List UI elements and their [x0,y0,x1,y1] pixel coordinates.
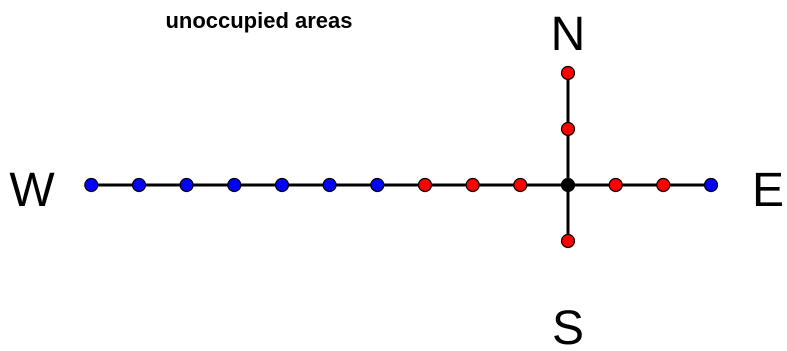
center-junction-node [560,177,576,193]
east-occupied-node [656,177,671,193]
west-occupied-node [465,177,480,193]
west-label: W [9,164,55,217]
east-label: E [752,164,784,217]
east-unoccupied-node [703,177,719,193]
west-unoccupied-node [227,177,242,193]
west-unoccupied-node [131,177,147,193]
east-occupied-node [608,177,623,193]
west-occupied-node [417,177,433,193]
south-occupied-node [560,233,576,249]
west-unoccupied-node [84,177,99,193]
west-unoccupied-node [179,177,194,193]
west-occupied-node [513,177,528,193]
north-occupied-node [560,121,576,137]
south-label: S [552,302,584,351]
north-occupied-node [560,65,576,81]
west-unoccupied-node [322,177,337,193]
north-label: N [551,8,586,61]
diagram-caption: unoccupied areas [165,8,352,33]
west-unoccupied-node [370,177,385,193]
node-group [84,65,719,249]
west-unoccupied-node [274,177,290,193]
